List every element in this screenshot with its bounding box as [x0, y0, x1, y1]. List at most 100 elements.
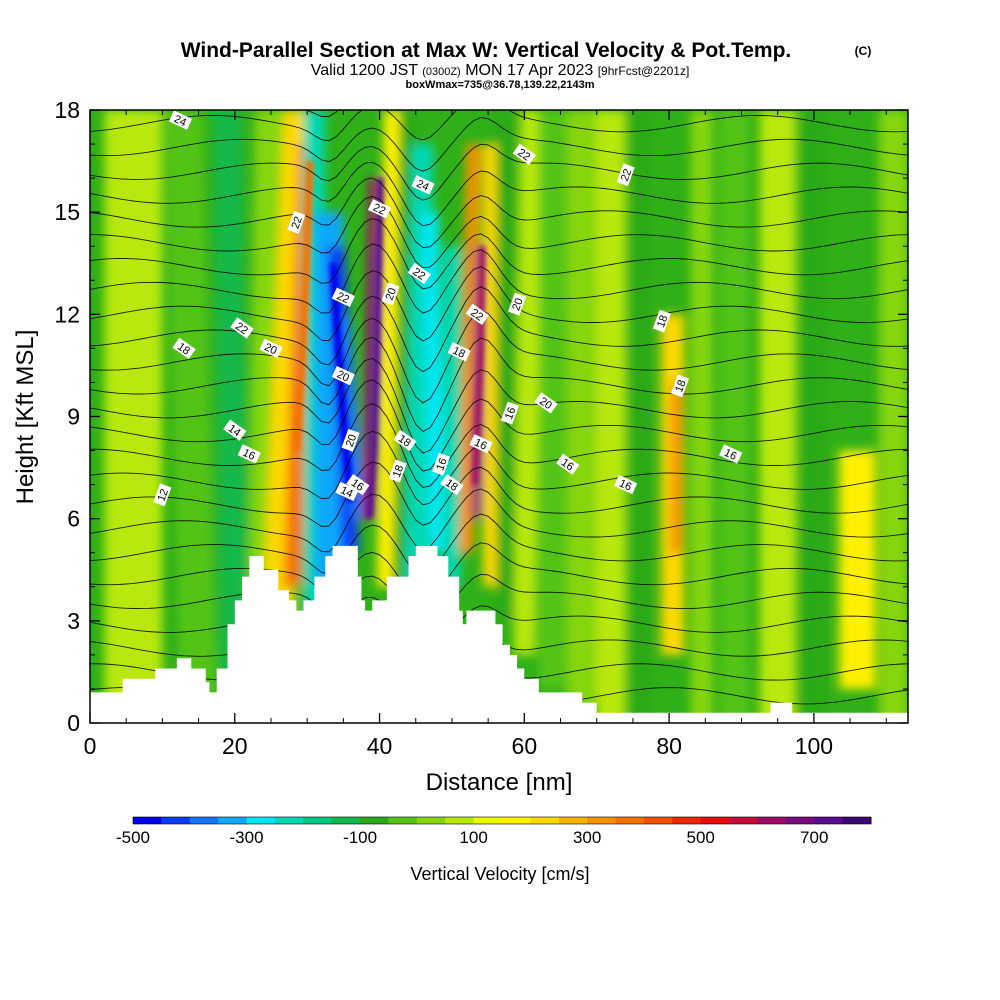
theta-label-box — [287, 210, 306, 234]
theta-label: 18 — [447, 342, 471, 362]
x-tick-label: 20 — [222, 733, 248, 759]
colorbar-swatch — [161, 817, 191, 824]
theta-label-box — [411, 175, 435, 195]
colorbar-tick-label: -500 — [116, 828, 150, 847]
theta-label-box — [259, 338, 283, 359]
theta-contour-line — [90, 243, 908, 314]
theta-label-box — [719, 444, 743, 464]
colorbar-tick-label: -300 — [230, 828, 264, 847]
theta-contour-line — [90, 218, 908, 290]
x-tick-label: 40 — [367, 733, 393, 759]
theta-label-text: 22 — [335, 290, 351, 306]
y-tick-label: 15 — [54, 199, 80, 225]
y-tick-label: 12 — [54, 301, 80, 327]
theta-label: 22 — [465, 303, 489, 325]
x-tick-label: 60 — [512, 733, 538, 759]
theta-label-box — [432, 452, 451, 476]
y-axis-label: Height [Kft MSL] — [12, 330, 39, 505]
theta-label-box — [670, 374, 690, 398]
theta-contour-line — [90, 596, 908, 651]
theta-contours — [90, 110, 908, 705]
colorbar-swatch — [133, 817, 162, 824]
colorbar-swatch — [530, 817, 560, 824]
theta-label: 18 — [172, 337, 196, 360]
velocity-band — [104, 110, 163, 723]
theta-label-box — [237, 444, 261, 464]
theta-label-text: 24 — [414, 178, 430, 194]
theta-label-box — [172, 337, 196, 360]
theta-label: 18 — [388, 459, 407, 483]
theta-label-box — [331, 287, 355, 307]
theta-label-text: 16 — [722, 447, 738, 463]
colorbar: -500 -300 -100 100 300 500 700 — [116, 816, 872, 847]
theta-contour-line — [90, 513, 908, 577]
theta-label-text: 22 — [410, 266, 427, 283]
theta-label: 16 — [469, 434, 493, 454]
theta-label: 20 — [341, 428, 360, 452]
velocity-band — [690, 110, 713, 723]
theta-label-box — [168, 110, 193, 130]
theta-label-box — [367, 199, 392, 219]
colorbar-swatch — [303, 817, 333, 824]
theta-label: 16 — [346, 473, 370, 496]
velocity-band — [443, 246, 461, 587]
theta-contour-line — [90, 358, 908, 454]
velocity-band — [336, 314, 366, 519]
theta-label: 22 — [616, 163, 635, 187]
theta-label: 20 — [534, 392, 558, 414]
theta-label: 22 — [367, 199, 392, 219]
theta-label-box — [346, 473, 370, 496]
colorbar-swatch — [473, 817, 503, 824]
colorbar-swatch — [643, 817, 673, 824]
colorbar-swatch — [246, 817, 276, 824]
valid-date: MON 17 Apr 2023 — [465, 62, 593, 79]
x-tick-label: 100 — [795, 733, 833, 759]
theta-label: 24 — [411, 175, 435, 195]
theta-contour-line — [90, 542, 908, 605]
theta-label: 16 — [719, 444, 743, 464]
theta-contour-line — [90, 117, 908, 172]
theta-contour-line — [90, 195, 908, 269]
colorbar-swatch — [785, 817, 815, 824]
terrain — [90, 545, 908, 723]
theta-label-box — [465, 303, 489, 325]
colorbar-swatch — [842, 817, 872, 824]
chart-title: Wind-Parallel Section at Max W: Vertical… — [181, 39, 792, 62]
theta-label-text: 18 — [391, 464, 406, 480]
theta-label-text: 22 — [619, 167, 634, 183]
velocity-band — [213, 110, 250, 689]
colorbar-swatch — [416, 817, 446, 824]
theta-label: 20 — [331, 365, 355, 386]
colorbar-tick-label: -100 — [343, 828, 377, 847]
theta-label: 14 — [223, 419, 247, 441]
theta-label: 18 — [393, 429, 417, 451]
theta-label-box — [230, 317, 254, 339]
theta-label-box — [652, 309, 671, 333]
theta-label-box — [512, 143, 536, 165]
theta-label-text: 16 — [349, 477, 366, 494]
x-axis: 0 20 40 60 80 100 — [84, 110, 887, 759]
velocity-band — [496, 110, 516, 621]
theta-label: 12 — [153, 483, 172, 507]
valid-zulu: (0300Z) — [422, 66, 461, 78]
colorbar-swatch — [218, 817, 248, 824]
forecast-info: [9hrFcst@2201z] — [598, 64, 690, 78]
theta-label-box — [440, 473, 464, 496]
velocity-band — [483, 144, 501, 587]
theta-contour-line — [90, 143, 908, 201]
y-tick-label: 18 — [54, 97, 80, 123]
theta-label-text: 22 — [468, 307, 485, 324]
colorbar-swatch — [189, 817, 219, 824]
colorbar-tick-label: 100 — [459, 828, 487, 847]
theta-label: 14 — [335, 481, 359, 502]
theta-contour-line — [90, 461, 908, 527]
colorbar-swatch — [587, 817, 617, 824]
colorbar-swatch — [558, 817, 588, 824]
valid-prefix: Valid 1200 JST — [311, 62, 419, 79]
theta-label-text: 12 — [156, 487, 171, 503]
theta-label-text: 18 — [396, 433, 413, 450]
theta-label-text: 22 — [515, 147, 532, 164]
velocity-band — [799, 110, 829, 723]
theta-label-text: 16 — [434, 457, 449, 473]
theta-label: 20 — [259, 338, 283, 359]
